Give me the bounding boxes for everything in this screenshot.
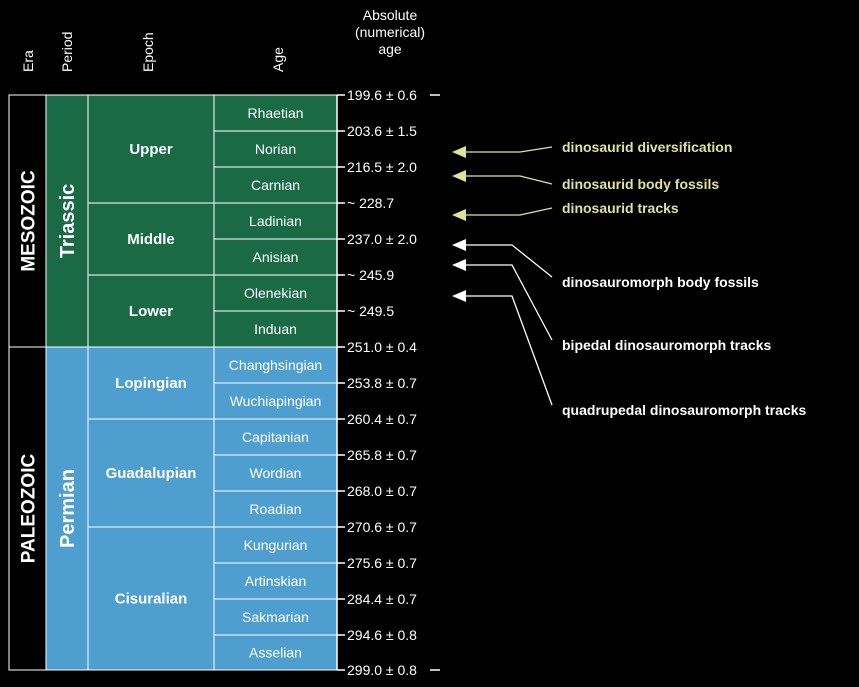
age-label: Olenekian bbox=[244, 285, 307, 301]
header-age: Age bbox=[270, 47, 286, 72]
age-cell bbox=[213, 418, 338, 456]
absolute-age-label: 203.6 ± 1.5 bbox=[347, 123, 417, 139]
era-cell-paleozoic bbox=[8, 346, 47, 671]
absolute-age-label: 268.0 ± 0.7 bbox=[347, 483, 417, 499]
absolute-age-label: 275.6 ± 0.7 bbox=[347, 555, 417, 571]
age-label: Rhaetian bbox=[247, 105, 303, 121]
age-cell bbox=[213, 346, 338, 384]
era-cell-mesozoic bbox=[8, 94, 47, 348]
age-label: Kungurian bbox=[244, 537, 308, 553]
absolute-age-label: ~ 228.7 bbox=[347, 195, 394, 211]
event-label: dinosaurid tracks bbox=[562, 200, 679, 216]
epoch-label-lower: Lower bbox=[129, 303, 173, 320]
age-label: Induan bbox=[254, 321, 297, 337]
age-label: Wuchiapingian bbox=[230, 393, 322, 409]
age-label: Roadian bbox=[249, 501, 301, 517]
age-cell bbox=[213, 454, 338, 492]
epoch-cell-cisuralian bbox=[87, 526, 215, 671]
absolute-age-label: ~ 245.9 bbox=[347, 267, 394, 283]
age-label: Changhsingian bbox=[229, 357, 322, 373]
header-period: Period bbox=[59, 32, 75, 72]
age-cell bbox=[213, 490, 338, 528]
header-absolute-line2: (numerical) bbox=[355, 24, 425, 40]
age-label: Capitanian bbox=[242, 429, 309, 445]
event-arrow bbox=[452, 290, 553, 406]
period-label-permian: Permian bbox=[57, 469, 79, 548]
age-label: Wordian bbox=[250, 465, 302, 481]
epoch-label-guadalupian: Guadalupian bbox=[106, 465, 197, 482]
absolute-age-label: 253.8 ± 0.7 bbox=[347, 375, 417, 391]
age-cell bbox=[213, 526, 338, 564]
header-absolute-line3: age bbox=[378, 41, 402, 57]
period-label-triassic: Triassic bbox=[57, 184, 79, 259]
event-label: bipedal dinosauromorph tracks bbox=[562, 337, 771, 353]
epoch-label-upper: Upper bbox=[129, 141, 173, 158]
event-arrow bbox=[452, 170, 553, 185]
event-label: dinosauromorph body fossils bbox=[562, 274, 759, 290]
age-cell bbox=[213, 598, 338, 636]
age-label: Sakmarian bbox=[242, 609, 309, 625]
header-era: Era bbox=[20, 50, 36, 72]
absolute-age-label: 265.8 ± 0.7 bbox=[347, 447, 417, 463]
absolute-age-label: 270.6 ± 0.7 bbox=[347, 519, 417, 535]
event-label: dinosaurid diversification bbox=[562, 139, 732, 155]
period-cell-permian bbox=[45, 346, 89, 671]
epoch-cell-middle bbox=[87, 202, 215, 276]
event-label: dinosaurid body fossils bbox=[562, 176, 719, 192]
age-label: Norian bbox=[255, 141, 296, 157]
absolute-age-label: 294.6 ± 0.8 bbox=[347, 627, 417, 643]
event-arrow bbox=[452, 146, 553, 158]
age-label: Artinskian bbox=[245, 573, 306, 589]
age-cell bbox=[213, 310, 338, 348]
era-label-mesozoic: MESOZOIC bbox=[19, 170, 40, 272]
epoch-label-cisuralian: Cisuralian bbox=[115, 591, 188, 608]
epoch-label-lopingian: Lopingian bbox=[115, 375, 187, 392]
absolute-age-label: 251.0 ± 0.4 bbox=[347, 339, 417, 355]
event-arrow bbox=[452, 239, 553, 278]
age-cell bbox=[213, 130, 338, 168]
period-cell-triassic bbox=[45, 94, 89, 348]
epoch-cell-lopingian bbox=[87, 346, 215, 420]
header-absolute-line1: Absolute bbox=[363, 7, 418, 23]
absolute-age-label: 216.5 ± 2.0 bbox=[347, 159, 417, 175]
event-arrow bbox=[452, 207, 553, 221]
absolute-age-label: 260.4 ± 0.7 bbox=[347, 411, 417, 427]
era-label-paleozoic: PALEOZOIC bbox=[19, 454, 40, 564]
age-label: Carnian bbox=[251, 177, 300, 193]
header-epoch: Epoch bbox=[140, 32, 156, 72]
event-label: quadrupedal dinosauromorph tracks bbox=[562, 402, 806, 418]
age-cell bbox=[213, 382, 338, 420]
absolute-age-label: 199.6 ± 0.6 bbox=[347, 87, 417, 103]
age-label: Asselian bbox=[249, 645, 302, 661]
epoch-label-middle: Middle bbox=[127, 231, 175, 248]
absolute-age-label: 299.0 ± 0.8 bbox=[347, 662, 417, 678]
absolute-age-label: 284.4 ± 0.7 bbox=[347, 591, 417, 607]
age-cell bbox=[213, 274, 338, 312]
absolute-age-label: 237.0 ± 2.0 bbox=[347, 231, 417, 247]
absolute-age-label: ~ 249.5 bbox=[347, 303, 394, 319]
epoch-cell-upper bbox=[87, 94, 215, 204]
age-cell bbox=[213, 202, 338, 240]
age-label: Anisian bbox=[253, 249, 299, 265]
age-label: Ladinian bbox=[249, 213, 302, 229]
event-arrow bbox=[452, 259, 553, 341]
